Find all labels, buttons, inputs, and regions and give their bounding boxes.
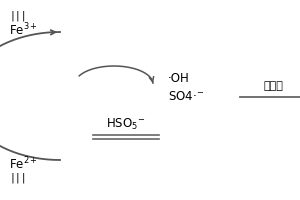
Text: 有机物: 有机物 (264, 81, 284, 91)
Text: Fe$^{2+}$: Fe$^{2+}$ (9, 156, 38, 172)
Text: HSO$_5$$^{-}$: HSO$_5$$^{-}$ (106, 116, 146, 132)
Text: ·OH: ·OH (168, 72, 190, 84)
Text: |||: ||| (9, 11, 27, 21)
Text: |||: ||| (9, 173, 27, 183)
Text: Fe$^{3+}$: Fe$^{3+}$ (9, 22, 38, 38)
Text: SO4·$^{-}$: SO4·$^{-}$ (168, 90, 204, 103)
